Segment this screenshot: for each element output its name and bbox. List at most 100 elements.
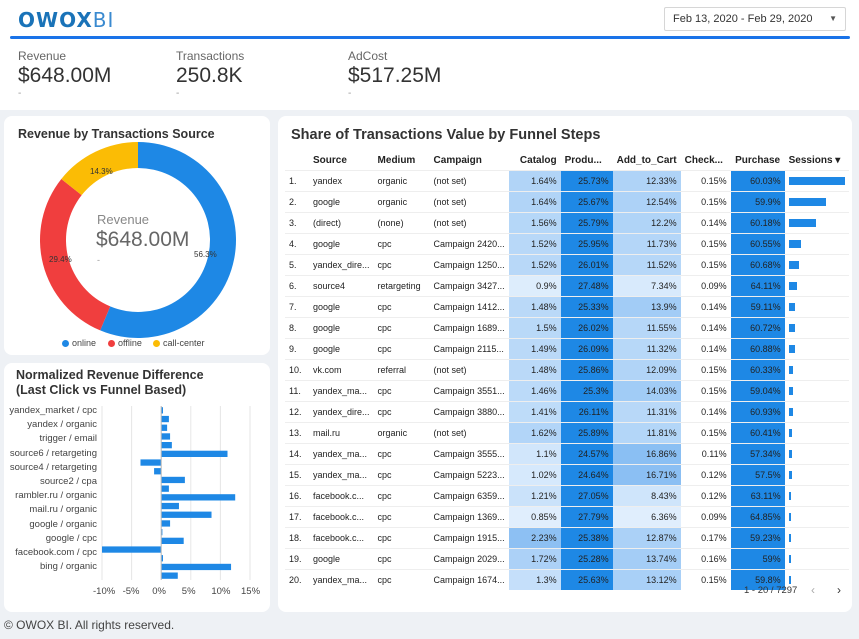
cell-purchase: 60.18% [730, 211, 785, 233]
table-row[interactable]: 14. yandex_ma... cpc Campaign 3555... 1.1% 24… [285, 442, 849, 464]
donut-slice-online[interactable] [100, 142, 236, 338]
table-row[interactable]: 8. google cpc Campaign 1689... 1.5% 26.02% 11.… [285, 316, 849, 338]
cell-add-to-cart: 12.2% [612, 211, 681, 233]
table-row[interactable]: 10. vk.com referral (not set) 1.48% 25.86% 12.… [285, 358, 849, 380]
col-header-add-to-cart[interactable]: Add_to_Cart [616, 154, 677, 166]
bar[interactable] [161, 520, 171, 527]
col-header-sessions[interactable]: Sessions ▾ [788, 154, 841, 166]
col-header-purchase[interactable]: Purchase [735, 154, 781, 166]
top-bar: OWOXBI Feb 13, 2020 - Feb 29, 2020 ▼ [0, 0, 859, 40]
prev-page-button[interactable]: ‹ [811, 583, 815, 597]
legend-item-offline[interactable]: offline [108, 338, 142, 348]
table-row[interactable]: 2. google organic (not set) 1.64% 25.67% 12.54… [285, 190, 849, 212]
legend-item-call-center[interactable]: call-center [153, 338, 205, 348]
col-header-catalog[interactable]: Catalog [519, 154, 557, 166]
donut-slice-offline[interactable] [39, 178, 111, 331]
cell-source: facebook.c... [309, 526, 374, 548]
table-row[interactable]: 6. source4 retargeting Campaign 3427... 0.9%… [285, 274, 849, 296]
table-row[interactable]: 18. facebook.c... cpc Campaign 1915... 2.23%… [285, 526, 849, 548]
table-row[interactable]: 1. yandex organic (not set) 1.64% 25.73% 12.33… [285, 169, 849, 191]
col-header-index [285, 151, 309, 170]
x-tick-label: -5% [122, 586, 140, 597]
cell-checkout: 0.12% [680, 463, 731, 485]
cell-sessions [784, 526, 849, 548]
col-header-source[interactable]: Source [313, 154, 347, 166]
table-row[interactable]: 16. facebook.c... cpc Campaign 6359... 1.21%… [285, 484, 849, 506]
cell-sessions [784, 211, 849, 233]
bar[interactable] [154, 468, 162, 475]
table-row[interactable]: 13. mail.ru organic (not set) 1.62% 25.89% 11.… [285, 421, 849, 443]
legend-dot [108, 340, 115, 347]
col-header-product[interactable]: Produ... [564, 154, 602, 166]
cell-product: 25.67% [560, 190, 613, 212]
table-row[interactable]: 20. yandex_ma... cpc Campaign 1674... 1.3% 25… [285, 568, 849, 590]
bar[interactable] [161, 555, 163, 562]
table-row[interactable]: 15. yandex_ma... cpc Campaign 5223... 1.02% 2… [285, 463, 849, 485]
table-row[interactable]: 19. google cpc Campaign 2029... 1.72% 25.28% 1… [285, 547, 849, 569]
table-row[interactable]: 11. yandex_ma... cpc Campaign 3551... 1.46% 2… [285, 379, 849, 401]
table-row[interactable]: 5. yandex_dire... cpc Campaign 1250... 1.52%… [285, 253, 849, 275]
cell-sessions [784, 316, 849, 338]
bar[interactable] [161, 415, 169, 423]
row-index: 19. [285, 547, 309, 569]
bar[interactable] [161, 563, 232, 571]
bar[interactable] [161, 572, 178, 579]
cell-catalog: 1.3% [508, 568, 561, 590]
sessions-bar [788, 366, 793, 375]
cell-medium: cpc [373, 526, 430, 548]
owox-bi-logo[interactable]: OWOXBI [18, 8, 114, 32]
table-row[interactable]: 17. facebook.c... cpc Campaign 1369... 0.85%… [285, 505, 849, 527]
cell-product: 24.64% [560, 463, 613, 485]
table-row[interactable]: 4. google cpc Campaign 2420... 1.52% 25.95% 11… [285, 232, 849, 254]
table-row[interactable]: 9. google cpc Campaign 2115... 1.49% 26.09% 11… [285, 337, 849, 359]
row-index: 6. [285, 274, 309, 296]
col-header-medium[interactable]: Medium [377, 154, 416, 166]
kpi-value: $517.25M [348, 64, 442, 87]
footer-copyright: © OWOX BI. All rights reserved. [4, 618, 175, 632]
table-row[interactable]: 12. yandex_dire... cpc Campaign 3880... 1.41… [285, 400, 849, 422]
col-header-campaign[interactable]: Campaign [433, 154, 482, 166]
bar[interactable] [161, 485, 169, 492]
cell-checkout: 0.15% [680, 358, 731, 380]
cell-purchase: 60.41% [730, 421, 785, 443]
donut-center-sub: - [97, 255, 100, 265]
cell-product: 27.79% [560, 505, 613, 527]
cell-campaign: Campaign 2420... [429, 232, 509, 254]
table-title: Share of Transactions Value by Funnel St… [291, 127, 601, 143]
table-row[interactable]: 3. (direct) (none) (not set) 1.56% 25.79% 12.2… [285, 211, 849, 233]
bar[interactable] [161, 502, 179, 510]
cell-medium: organic [373, 169, 430, 191]
cell-add-to-cart: 12.09% [612, 358, 681, 380]
table-row[interactable]: 7. google cpc Campaign 1412... 1.48% 25.33% 13… [285, 295, 849, 317]
cell-campaign: Campaign 3880... [429, 400, 509, 422]
next-page-button[interactable]: › [837, 583, 841, 597]
bar[interactable] [161, 424, 168, 431]
bar[interactable] [161, 433, 171, 440]
chevron-down-icon: ▼ [829, 14, 837, 23]
cell-medium: cpc [373, 337, 430, 359]
bar[interactable] [161, 537, 184, 544]
cell-checkout: 0.15% [680, 568, 731, 590]
cell-product: 25.38% [560, 526, 613, 548]
cell-purchase: 60.03% [730, 169, 785, 191]
legend-item-online[interactable]: online [62, 338, 96, 348]
bar[interactable] [161, 476, 185, 484]
donut-slice-call-center[interactable] [61, 142, 138, 196]
cell-product: 26.09% [560, 337, 613, 359]
bar[interactable] [161, 511, 212, 518]
bar[interactable] [161, 450, 228, 457]
date-range-value: Feb 13, 2020 - Feb 29, 2020 [673, 13, 813, 25]
bar[interactable] [161, 407, 163, 414]
bar[interactable] [102, 546, 162, 553]
cell-source: source4 [309, 274, 374, 296]
cell-purchase: 60.93% [730, 400, 785, 422]
bar[interactable] [161, 494, 236, 501]
date-range-select[interactable]: Feb 13, 2020 - Feb 29, 2020 ▼ [664, 7, 846, 31]
bar[interactable] [161, 529, 163, 536]
bar[interactable] [161, 442, 172, 449]
cell-catalog: 1.56% [508, 211, 561, 233]
col-header-checkout[interactable]: Check... [684, 154, 723, 166]
kpi-value: $648.00M [18, 64, 112, 87]
cell-campaign: Campaign 6359... [429, 484, 509, 506]
bar[interactable] [140, 459, 162, 466]
